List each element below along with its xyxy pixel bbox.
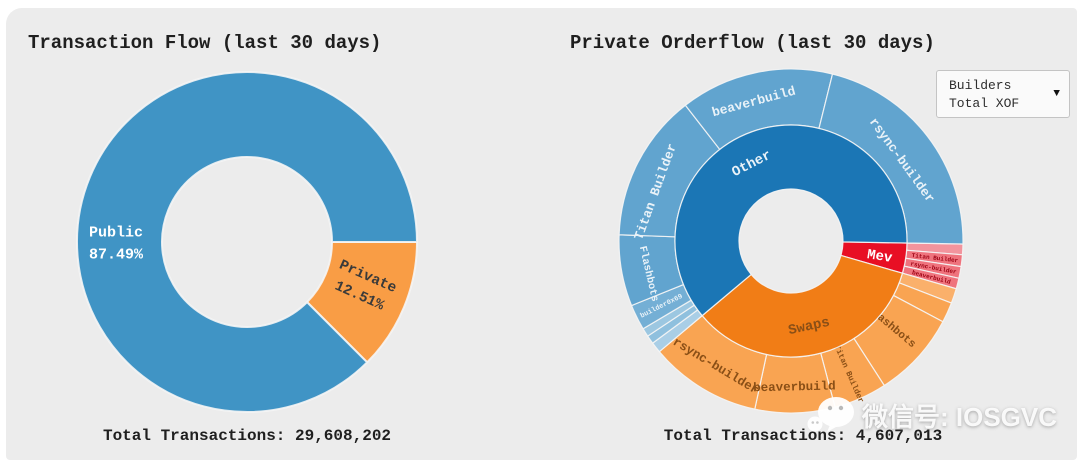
private-orderflow-total: Total Transactions: 4,607,013 [663, 427, 943, 445]
transaction-flow-total: Total Transactions: 29,608,202 [102, 427, 392, 445]
transaction-flow-title: Transaction Flow (last 30 days) [28, 31, 382, 54]
chart-label: beaverbuild [753, 379, 836, 395]
private-orderflow-title: Private Orderflow (last 30 days) [570, 31, 935, 54]
private-orderflow-sunburst-chart[interactable]: Titan Builderrsync-builderbeaverbuildFla… [618, 68, 964, 414]
builders-total-xof-dropdown[interactable]: Builders Total XOF ▼ [936, 70, 1070, 118]
chart-label: Public 87.49% [89, 225, 144, 264]
other-segment[interactable] [674, 124, 908, 317]
dropdown-arrow-icon: ▼ [1053, 88, 1060, 100]
public-segment[interactable] [76, 71, 419, 413]
swaps-segment[interactable] [701, 254, 904, 358]
transaction-flow-donut-chart[interactable]: Private12.51%Public 87.49% [76, 71, 419, 413]
dropdown-line-1: Builders [949, 78, 1012, 93]
chart-label: Mev [866, 247, 894, 267]
dropdown-line-2: Total XOF [949, 96, 1020, 111]
